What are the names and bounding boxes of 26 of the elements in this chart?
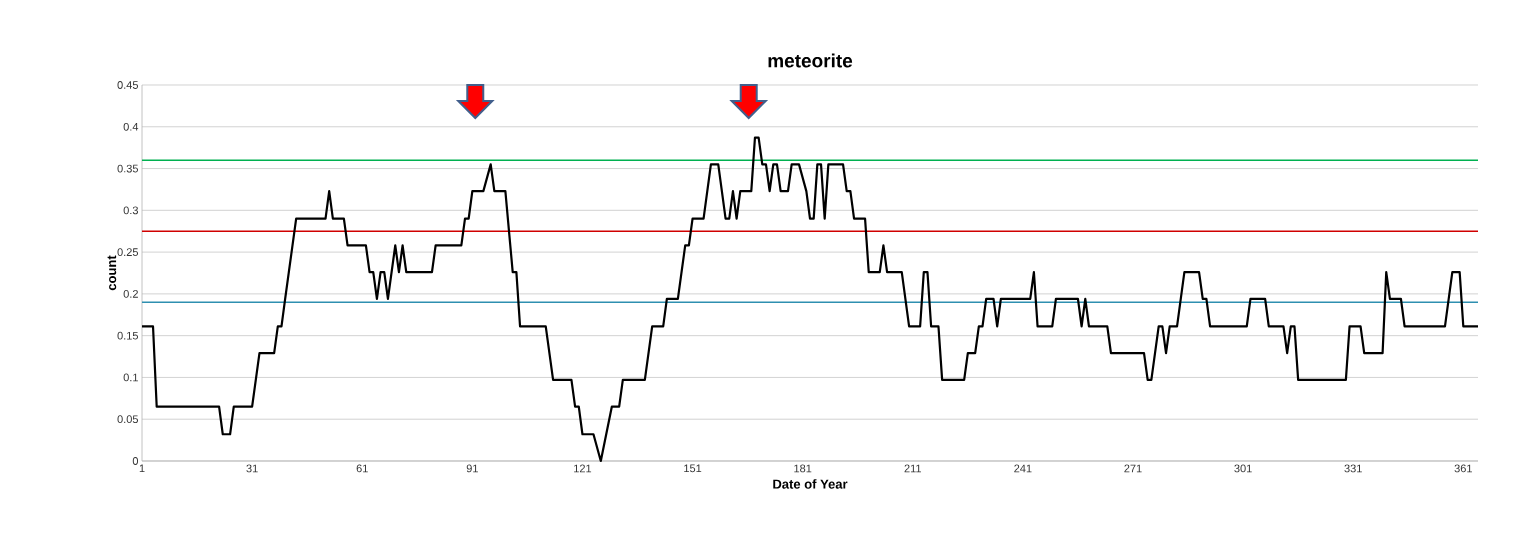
x-tick-label: 271 (1124, 464, 1142, 473)
x-tick-label: 301 (1234, 464, 1252, 473)
x-tick-label: 61 (356, 464, 368, 473)
x-tick-label: 31 (246, 464, 258, 473)
x-tick-label: 181 (794, 464, 812, 473)
x-tick-label: 211 (904, 464, 922, 473)
y-tick-label: 0.35 (117, 164, 139, 173)
y-tick-label: 0.15 (117, 331, 139, 340)
y-tick-label: 0.45 (117, 81, 139, 89)
y-tick-label: 0.1 (123, 373, 138, 382)
y-tick-label: 0.05 (117, 415, 139, 424)
y-tick-label: 0.4 (123, 122, 139, 131)
y-axis-title: count (107, 255, 117, 291)
x-tick-label: 361 (1454, 464, 1472, 473)
y-tick-label: 0.2 (123, 290, 138, 298)
y-tick-label: 0.25 (117, 248, 139, 256)
y-tick-label: 0 (132, 457, 139, 465)
x-tick-label: 151 (684, 464, 702, 473)
y-tick-label: 0.3 (123, 206, 138, 215)
x-tick-label: 241 (1014, 464, 1032, 473)
x-tick-label: 1 (139, 464, 145, 473)
x-tick-label: 91 (466, 464, 478, 473)
x-axis-title: Date of Year (773, 479, 848, 489)
x-tick-label: 331 (1344, 464, 1362, 473)
chart-title: meteorite (768, 53, 853, 68)
x-tick-label: 121 (574, 464, 592, 473)
